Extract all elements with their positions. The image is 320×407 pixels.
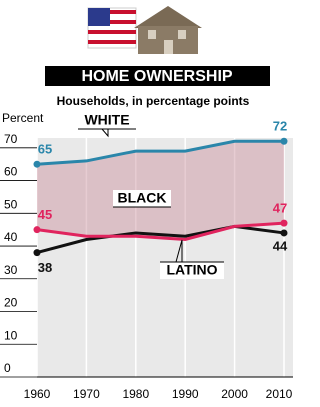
value-label: 47: [273, 201, 287, 216]
x-tick-label: 2010: [266, 387, 293, 401]
value-label: 44: [273, 238, 288, 253]
end-point: [281, 138, 288, 145]
chart-subtitle: Households, in percentage points: [57, 94, 250, 108]
end-point: [34, 161, 41, 168]
x-tick-label: 1990: [172, 387, 199, 401]
y-tick-label: 50: [4, 197, 18, 211]
legend-pointer: [102, 129, 108, 136]
x-tick-label: 1960: [24, 387, 51, 401]
legend-label: LATINO: [166, 262, 217, 278]
y-tick-label: 10: [4, 328, 18, 342]
y-tick-label: 60: [4, 165, 18, 179]
end-point: [34, 226, 41, 233]
y-tick-label: 40: [4, 230, 18, 244]
end-point: [281, 220, 288, 227]
x-tick-label: 1980: [122, 387, 149, 401]
x-tick-label: 2000: [221, 387, 248, 401]
end-point: [34, 249, 41, 256]
y-tick-label: 20: [4, 296, 18, 310]
y-tick-label: 0: [4, 361, 11, 375]
y-axis-label: Percent: [2, 111, 44, 125]
flag-house-icon: [88, 6, 202, 54]
value-label: 72: [273, 119, 287, 134]
chart: HOME OWNERSHIP Households, in percentage…: [0, 0, 296, 407]
legend-label: BLACK: [118, 190, 167, 206]
value-label: 38: [38, 260, 52, 275]
value-label: 45: [38, 207, 52, 222]
y-tick-label: 70: [4, 132, 18, 146]
legend-label: WHITE: [84, 112, 129, 128]
chart-title: HOME OWNERSHIP: [81, 68, 232, 85]
x-tick-label: 1970: [73, 387, 100, 401]
y-tick-label: 30: [4, 263, 18, 277]
end-point: [281, 229, 288, 236]
value-label: 65: [38, 142, 52, 157]
